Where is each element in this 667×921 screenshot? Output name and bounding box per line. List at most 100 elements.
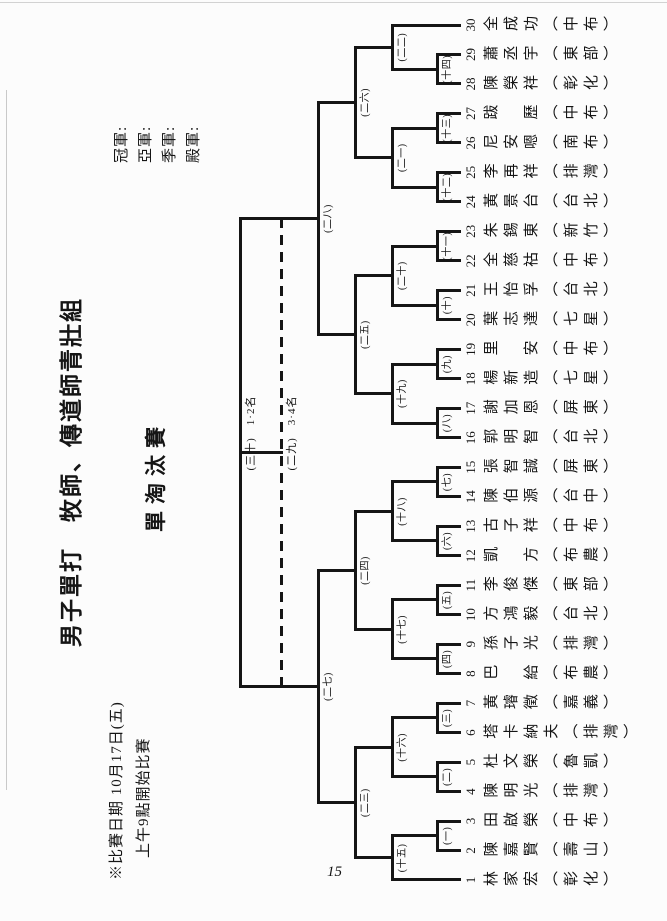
match-date-note: ※比賽日期 10月17日(五) 上午9點開始比賽 xyxy=(104,701,158,880)
player-name: 杜文榮（魯凱） xyxy=(483,754,623,771)
player-entry: 2 陳嘉賢（壽山） xyxy=(463,840,623,862)
bracket-vline xyxy=(353,745,394,749)
bracket-vline xyxy=(390,834,439,838)
bracket-vline xyxy=(435,524,461,528)
player-name: 王怡孚（台北） xyxy=(483,282,623,299)
player-number: 1 xyxy=(463,876,478,884)
player-name: 方鴻毅（台北） xyxy=(483,606,623,623)
bracket-vline xyxy=(390,23,461,27)
player-entry: 1 林家宏（彰化） xyxy=(463,869,623,891)
player-entry: 25 李再祥（排灣） xyxy=(463,161,623,183)
player-number: 26 xyxy=(463,136,478,150)
bracket-vline xyxy=(353,509,394,513)
match-label: (十二) xyxy=(442,172,453,202)
bracket-vline xyxy=(390,421,439,425)
player-entry: 27 跋 歷（中布） xyxy=(463,102,623,124)
bracket-vline xyxy=(435,406,461,410)
match-label: (二二) xyxy=(397,32,408,62)
match-label: (四) xyxy=(442,649,453,668)
bracket-vline xyxy=(390,878,461,882)
player-entry: 10 方鴻毅（台北） xyxy=(463,604,623,626)
player-entry: 9 孫子光（排灣） xyxy=(463,633,623,655)
player-name: 陳明光（排灣） xyxy=(483,783,623,800)
player-name: 田啟榮（中布） xyxy=(483,813,623,830)
bracket-vline xyxy=(435,819,461,823)
match-label: (二七) xyxy=(323,672,334,701)
player-number: 9 xyxy=(463,640,478,648)
bracket-vline xyxy=(316,568,357,572)
player-number: 4 xyxy=(463,788,478,795)
page-number: 15 xyxy=(327,864,342,880)
player-number: 16 xyxy=(463,431,478,445)
match-label: (三) xyxy=(442,708,453,727)
bracket-vline xyxy=(435,465,461,469)
player-name: 尼安嗯（南布） xyxy=(483,134,623,151)
bracket-vline xyxy=(316,333,357,337)
player-name: 陳榮祥（彰化） xyxy=(483,75,623,92)
player-entry: 20 葉志達（七星） xyxy=(463,309,623,331)
player-name: 凱 方（布農） xyxy=(483,547,623,564)
match-label: (十一) xyxy=(442,231,453,261)
match-label: (二四) xyxy=(360,556,371,585)
start-time-line: 上午9點開始比賽 xyxy=(136,737,152,858)
bracket-vline xyxy=(353,45,394,49)
match-label: (八) xyxy=(442,413,453,433)
player-name: 蕭丞宇（東部） xyxy=(483,46,623,63)
player-entry: 7 黃璿徵（嘉義） xyxy=(463,692,623,714)
player-number: 23 xyxy=(463,224,478,238)
player-entry: 15 張智誠（屏東） xyxy=(463,456,623,478)
player-entry: 17 謝加恩（屏東） xyxy=(463,397,623,419)
rank-champion-label: 冠軍: xyxy=(114,125,130,163)
bracket-vline xyxy=(435,849,461,853)
player-number: 15 xyxy=(463,460,478,474)
bracket-vline xyxy=(435,347,461,351)
player-entry: 24 黃景台（台北） xyxy=(463,191,623,213)
bracket-vline xyxy=(435,377,461,381)
rank-labels: 冠軍: 亞軍: 季軍: 殿軍: xyxy=(110,126,206,163)
match-label: (十六) xyxy=(397,732,408,762)
player-number: 29 xyxy=(463,47,478,61)
player-number: 8 xyxy=(463,670,478,677)
match-label: (二一) xyxy=(397,143,408,173)
player-entry: 12 凱 方（布農） xyxy=(463,545,623,567)
player-number: 18 xyxy=(463,372,478,386)
player-entry: 13 古子祥（中布） xyxy=(463,515,623,537)
player-number: 12 xyxy=(463,549,478,563)
player-entry: 5 杜文榮（魯凱） xyxy=(463,751,623,773)
player-name: 張智誠（屏東） xyxy=(483,459,623,476)
player-entry: 6 塔卡納夫（排灣） xyxy=(463,722,643,744)
player-number: 22 xyxy=(463,254,478,268)
player-number: 14 xyxy=(463,490,478,504)
bracket-vline xyxy=(316,801,357,805)
bracket-vline xyxy=(390,657,439,661)
player-entry: 19 里 安（中布） xyxy=(463,338,623,360)
rank-fourth-place-label: 殿軍: xyxy=(186,125,202,163)
match-label: (二三) xyxy=(360,788,371,817)
player-name: 李再祥（排灣） xyxy=(483,164,623,181)
player-number: 5 xyxy=(463,758,478,766)
bracket-vline xyxy=(390,480,439,484)
match-label: (二五) xyxy=(360,320,371,349)
match-label: (十) xyxy=(442,296,453,315)
bracket-vline xyxy=(390,539,439,543)
bracket-vline xyxy=(435,760,461,764)
player-entry: 28 陳榮祥（彰化） xyxy=(463,73,623,95)
player-name: 跋 歷（中布） xyxy=(483,105,623,122)
player-number: 13 xyxy=(463,519,478,533)
player-name: 林家宏（彰化） xyxy=(483,872,623,888)
player-number: 10 xyxy=(463,608,478,622)
player-entry: 3 田啟榮（中布） xyxy=(463,810,623,832)
bracket-vline xyxy=(435,436,461,440)
rank-runner-up-label: 亞軍: xyxy=(138,125,154,163)
match-label: (十八) xyxy=(397,497,408,526)
match-label: (十九) xyxy=(397,379,408,408)
player-number: 19 xyxy=(463,342,478,356)
player-name: 全慈祜（中布） xyxy=(483,252,623,269)
match-label: (七) xyxy=(442,472,453,492)
page-title: 男子單打 牧師、傳道師青壯組 xyxy=(59,297,84,647)
bracket-vline xyxy=(435,672,461,676)
bracket-vline xyxy=(435,554,461,558)
match-label: (十五) xyxy=(397,843,408,873)
